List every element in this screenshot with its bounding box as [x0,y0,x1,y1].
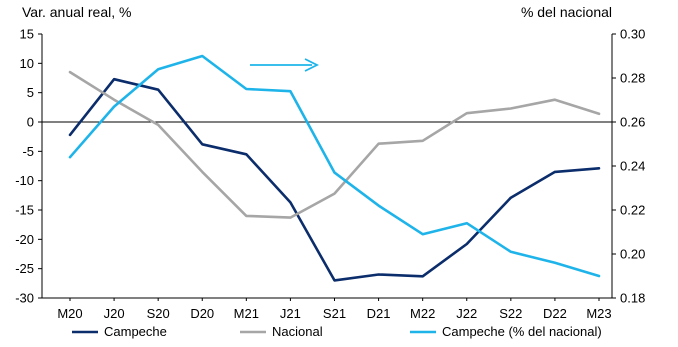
right-axis-tick-label: 0.28 [620,71,645,86]
left-axis-tick-label: -10 [15,173,34,188]
right-axis-tick-label: 0.18 [620,291,645,306]
legend-label: Campeche [104,324,167,339]
series-line-campeche [68,77,601,282]
x-axis-tick-label: S20 [147,306,170,321]
x-axis-tick-label: J20 [104,306,125,321]
x-axis-tick-label: D21 [367,306,391,321]
x-axis-tick-label: D22 [543,306,567,321]
x-axis-tick-label: M20 [57,306,82,321]
legend-label: Nacional [272,324,323,339]
x-axis-tick-label: M23 [586,306,611,321]
x-axis-tick-label: J21 [280,306,301,321]
x-axis-tick-label: S22 [499,306,522,321]
series-layer [68,54,601,282]
right-axis-tick-label: 0.24 [620,159,645,174]
left-axis-tick-label: 5 [27,85,34,100]
left-axis-tick-label: 15 [20,27,34,42]
x-axis-tick-label: S21 [323,306,346,321]
left-axis-tick-label: -15 [15,203,34,218]
right-axis-title: % del nacional [520,4,612,20]
series-line-campeche-del-nacional [68,54,601,278]
series-line-nacional [68,70,601,219]
left-axis-tick-label: 10 [20,56,34,71]
annotations [250,58,320,72]
left-axis-tick-label: -20 [15,232,34,247]
axes: 15 10 5 0 -5 -10 -15 -20 -25 -30 0.30 0.28 0.26 0.24 0… [15,27,645,322]
right-axis-arrow-icon [304,58,320,72]
right-axis-tick-label: 0.26 [620,115,645,130]
x-axis-tick-label: M22 [410,306,435,321]
right-axis-tick-label: 0.30 [620,27,645,42]
left-axis-tick-label: -5 [22,144,34,159]
right-axis-tick-label: 0.20 [620,247,645,262]
left-axis-tick-label: -30 [15,291,34,306]
left-axis-tick-label: -25 [15,261,34,276]
left-axis-title: Var. anual real, % [22,4,132,20]
right-axis-tick-label: 0.22 [620,203,645,218]
left-axis-tick-label: 0 [27,115,34,130]
x-axis-tick-label: D20 [190,306,214,321]
legend: Campeche Nacional Campeche (% del nacional… [72,324,602,339]
x-axis-tick-label: J22 [456,306,477,321]
legend-label: Campeche (% del nacional) [442,324,602,339]
x-axis-tick-label: M21 [234,306,259,321]
